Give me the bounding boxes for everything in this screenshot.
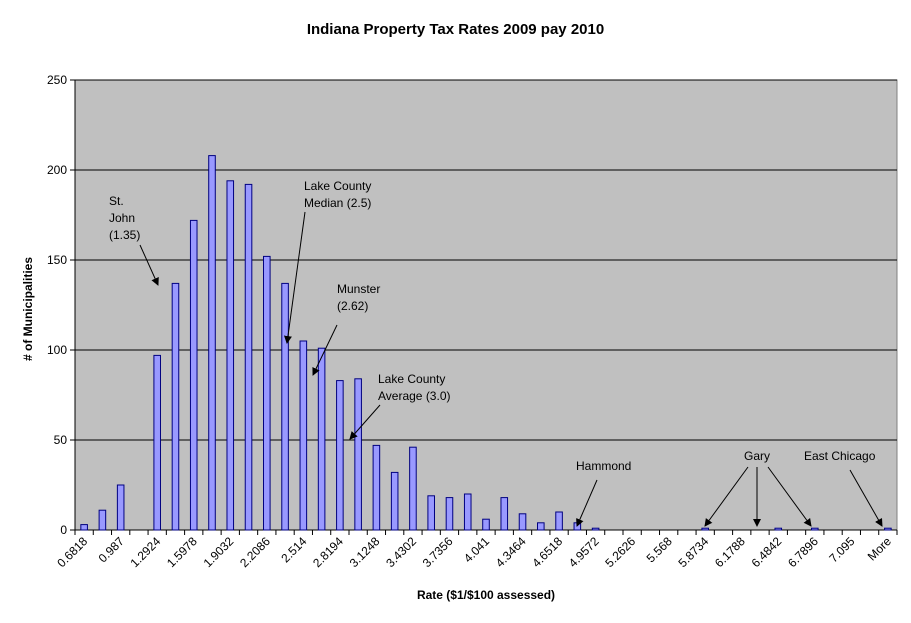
bar xyxy=(427,495,435,531)
y-tick-label: 0 xyxy=(60,523,67,537)
bar xyxy=(189,219,198,531)
annotation-label: (2.62) xyxy=(337,299,368,313)
x-tick-label: 4.6518 xyxy=(529,534,565,570)
bar xyxy=(354,378,362,531)
bar xyxy=(500,497,509,531)
bar xyxy=(482,518,490,531)
x-tick-label: 0.987 xyxy=(96,534,127,565)
bar xyxy=(884,527,892,531)
bar xyxy=(591,527,600,531)
x-tick-label: 5.2626 xyxy=(602,534,638,570)
annotation-label: (1.35) xyxy=(109,228,140,242)
annotation-arrow xyxy=(849,469,883,527)
bar xyxy=(171,282,180,531)
bar xyxy=(537,522,545,531)
y-tick-label: 150 xyxy=(47,253,67,267)
x-axis-title: Rate ($1/$100 assessed) xyxy=(416,588,556,602)
annotation-label: East Chicago xyxy=(804,449,876,463)
y-tick-label: 250 xyxy=(47,73,67,87)
bar xyxy=(445,497,454,531)
x-tick-label: 6.4842 xyxy=(749,534,785,570)
chart-title: Indiana Property Tax Rates 2009 pay 2010 xyxy=(306,21,605,38)
annotation-label: Hammond xyxy=(576,459,631,473)
bar xyxy=(390,471,399,531)
bar xyxy=(811,527,819,531)
bar xyxy=(299,340,308,531)
bar xyxy=(317,347,326,531)
x-tick-label: 1.5978 xyxy=(164,534,200,570)
x-tick-label: 5.8734 xyxy=(675,534,711,570)
bar xyxy=(244,183,253,531)
x-tick-label: 3.1248 xyxy=(347,534,383,570)
bar xyxy=(518,513,527,531)
bar xyxy=(701,527,709,531)
x-tick-label: More xyxy=(865,534,894,563)
bar xyxy=(208,155,216,531)
bar xyxy=(116,484,125,531)
bar xyxy=(774,527,783,531)
y-tick-label: 50 xyxy=(54,433,68,447)
bar xyxy=(372,444,381,531)
bar xyxy=(98,509,107,531)
x-tick-label: 0.6818 xyxy=(54,534,90,570)
annotation-arrow xyxy=(139,244,159,286)
bar xyxy=(463,493,472,531)
annotation-label: Median (2.5) xyxy=(304,196,371,210)
x-tick-label: 3.7356 xyxy=(420,534,456,570)
annotation-label: Average (3.0) xyxy=(378,389,451,403)
x-tick-label: 6.7896 xyxy=(785,534,821,570)
annotation-arrow xyxy=(767,466,812,527)
annotation-label: St. xyxy=(109,194,124,208)
x-tick-label: 4.041 xyxy=(461,534,492,565)
annotation-arrow xyxy=(283,211,306,344)
x-tick-label: 2.514 xyxy=(278,534,309,565)
x-tick-label: 6.1788 xyxy=(712,534,748,570)
plot-background xyxy=(74,79,898,531)
x-tick-label: 5.568 xyxy=(644,534,675,565)
annotation-arrow xyxy=(704,466,749,527)
annotation-label: John xyxy=(109,211,135,225)
x-tick-label: 4.9572 xyxy=(566,534,602,570)
x-tick-label: 3.4302 xyxy=(383,534,419,570)
annotation-arrow xyxy=(312,324,338,376)
bar xyxy=(409,446,417,531)
annotation-arrow xyxy=(349,404,381,440)
bar xyxy=(263,255,271,531)
y-tick-label: 200 xyxy=(47,163,67,177)
annotation-label: Gary xyxy=(744,449,770,463)
x-tick-label: 7.095 xyxy=(826,534,857,565)
bar xyxy=(80,524,88,531)
x-tick-label: 2.8194 xyxy=(310,534,346,570)
annotation-arrow xyxy=(576,479,598,527)
y-tick-label: 100 xyxy=(47,343,67,357)
annotation-label: Lake County xyxy=(304,179,371,193)
x-tick-label: 1.9032 xyxy=(201,534,237,570)
bar xyxy=(573,522,582,531)
bar xyxy=(336,380,344,531)
bar xyxy=(281,282,289,531)
annotation-label: Munster xyxy=(337,282,380,296)
x-tick-label: 4.3464 xyxy=(493,534,529,570)
x-tick-label: 2.2086 xyxy=(237,534,273,570)
bar xyxy=(153,354,161,531)
annotation-label: Lake County xyxy=(378,372,445,386)
x-tick-label: 1.2924 xyxy=(127,534,163,570)
bar xyxy=(226,180,235,531)
bar xyxy=(555,511,563,531)
